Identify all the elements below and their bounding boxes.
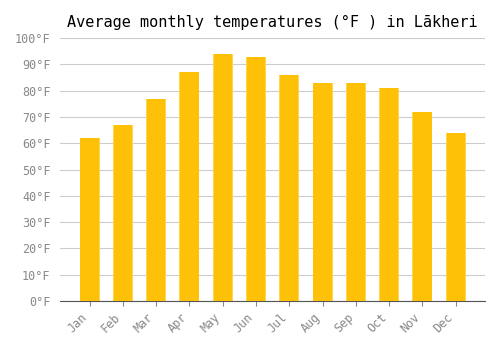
Bar	[214, 54, 232, 301]
Bar	[346, 83, 365, 301]
Bar	[146, 99, 166, 301]
Bar	[280, 75, 299, 301]
Bar	[280, 75, 299, 301]
Bar	[147, 99, 166, 301]
Bar	[346, 83, 366, 301]
Bar	[412, 112, 432, 301]
Bar	[246, 57, 266, 301]
Bar	[146, 99, 166, 301]
Bar	[247, 57, 265, 301]
Bar	[114, 125, 132, 301]
Bar	[180, 72, 200, 301]
Bar	[412, 112, 432, 301]
Bar	[379, 88, 399, 301]
Bar	[80, 138, 100, 301]
Bar	[280, 75, 298, 301]
Bar	[80, 138, 100, 301]
Bar	[80, 138, 99, 301]
Bar	[180, 72, 200, 301]
Bar	[180, 72, 198, 301]
Bar	[312, 83, 332, 301]
Bar	[346, 83, 366, 301]
Title: Average monthly temperatures (°F ) in Lākheri: Average monthly temperatures (°F ) in Lā…	[68, 15, 478, 30]
Bar	[213, 54, 233, 301]
Bar	[213, 54, 233, 301]
Bar	[113, 125, 133, 301]
Bar	[446, 133, 466, 301]
Bar	[314, 83, 332, 301]
Bar	[246, 57, 266, 301]
Bar	[414, 112, 432, 301]
Bar	[113, 125, 133, 301]
Bar	[379, 88, 399, 301]
Bar	[446, 133, 466, 301]
Bar	[380, 88, 398, 301]
Bar	[312, 83, 332, 301]
Bar	[446, 133, 465, 301]
